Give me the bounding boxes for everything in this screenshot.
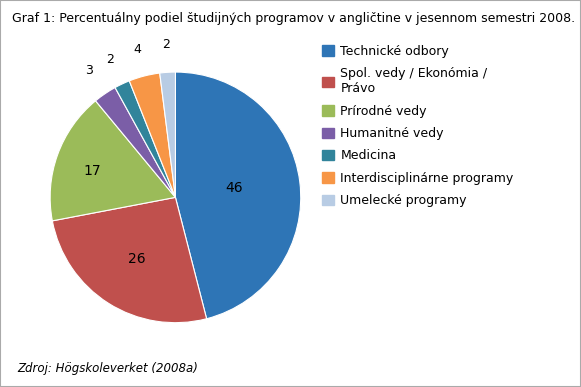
Text: 46: 46: [225, 181, 242, 195]
Text: 2: 2: [106, 53, 114, 65]
Text: Zdroj: Högskoleverket (2008a): Zdroj: Högskoleverket (2008a): [17, 362, 198, 375]
Wedge shape: [130, 73, 175, 197]
Legend: Technické odbory, Spol. vedy / Ekonómia /
Právo, Prírodné vedy, Humanitné vedy, : Technické odbory, Spol. vedy / Ekonómia …: [322, 45, 514, 207]
Text: 2: 2: [162, 38, 170, 51]
Text: 17: 17: [84, 164, 101, 178]
Wedge shape: [52, 197, 207, 323]
Text: 3: 3: [85, 64, 94, 77]
Wedge shape: [175, 72, 301, 319]
Text: Graf 1: Percentuálny podiel študijných programov v angličtine v jesennom semestr: Graf 1: Percentuálny podiel študijných p…: [12, 12, 575, 25]
Wedge shape: [50, 101, 175, 221]
Wedge shape: [160, 72, 175, 197]
Text: 4: 4: [134, 43, 141, 56]
Wedge shape: [115, 81, 175, 197]
Text: 26: 26: [128, 252, 145, 266]
Wedge shape: [95, 87, 175, 197]
